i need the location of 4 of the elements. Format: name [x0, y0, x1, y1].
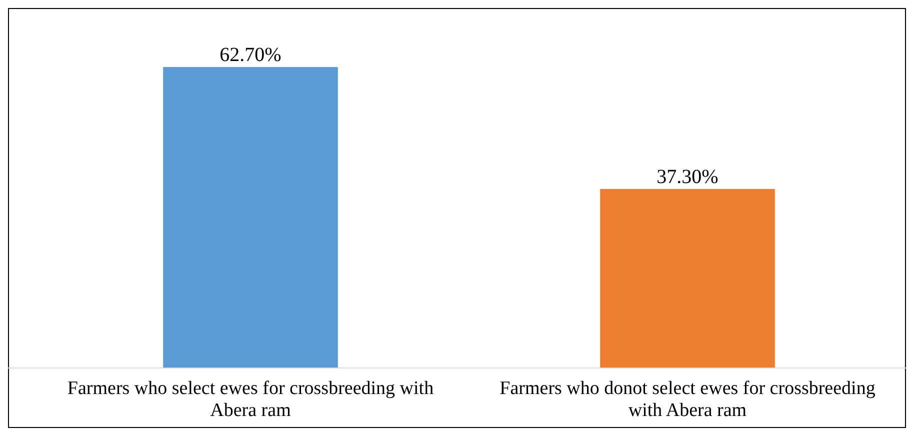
- x-tick-label: Farmers who donot select ewes for crossbreeding with Abera ram: [500, 378, 876, 421]
- data-label: 37.30%: [656, 166, 718, 188]
- data-label: 62.70%: [220, 44, 282, 66]
- x-tick-label: Farmers who select ewes for crossbreeding with Abera ram: [67, 378, 434, 421]
